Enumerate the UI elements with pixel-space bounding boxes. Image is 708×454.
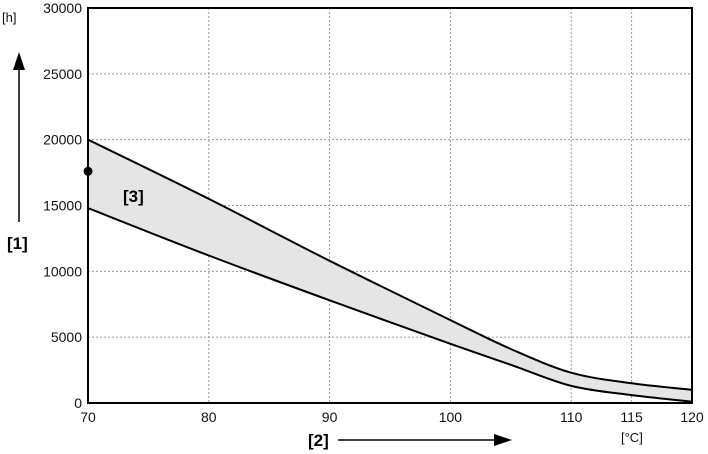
plot-frame — [87, 7, 693, 404]
y-tick-label: 5000 — [51, 329, 82, 345]
y-tick-label: 20000 — [43, 132, 82, 148]
x-axis-arrow — [338, 434, 512, 446]
y-axis-arrow — [13, 52, 25, 222]
band-layer — [83, 138, 693, 403]
x-tick-label: 100 — [439, 409, 463, 425]
y-tick-label: 0 — [74, 395, 82, 411]
tick-layer: 70 80 90 100 110 115 120 0 5000 10000 15000 20000 25… — [43, 0, 704, 425]
y-unit-label: [h] — [2, 10, 16, 25]
x-unit-label: [°C] — [621, 430, 643, 445]
x-tick-label: 70 — [80, 409, 96, 425]
x-axis-label: [2] — [308, 431, 329, 450]
upper-curve — [87, 138, 693, 391]
x-tick-label: 90 — [322, 409, 338, 425]
y-tick-label: 25000 — [43, 66, 82, 82]
y-tick-label: 15000 — [43, 198, 82, 214]
x-tick-label: 115 — [620, 409, 643, 425]
lower-curve — [87, 207, 693, 403]
x-tick-label: 110 — [560, 409, 583, 425]
x-tick-label: 120 — [680, 409, 704, 425]
y-tick-label: 30000 — [43, 0, 82, 16]
x-tick-label: 80 — [201, 409, 217, 425]
y-tick-label: 10000 — [43, 263, 82, 279]
band-label: [3] — [123, 187, 144, 206]
y-axis-label: [1] — [7, 234, 28, 253]
band-area — [88, 139, 692, 402]
